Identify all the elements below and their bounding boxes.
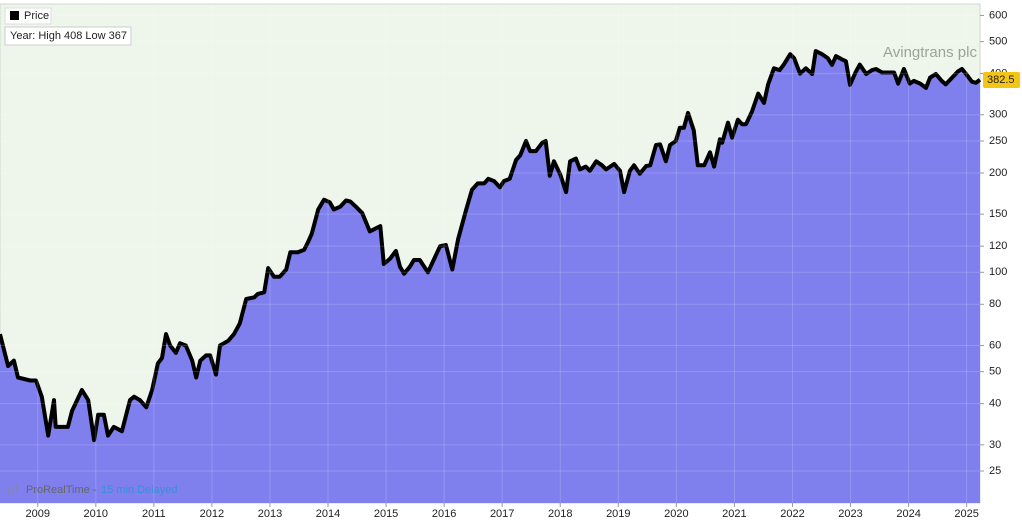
x-tick-label: 2019 xyxy=(606,508,630,520)
last-price-box xyxy=(983,72,1020,89)
price-area xyxy=(0,51,980,503)
price-line xyxy=(0,49,982,443)
y-tick-label: 50 xyxy=(989,366,1001,378)
legend-label: Price xyxy=(24,10,49,22)
y-tick-label: 300 xyxy=(989,109,1007,121)
x-tick-label: 2020 xyxy=(664,508,688,520)
y-tick-label: 30 xyxy=(989,439,1001,451)
x-tick-label: 2010 xyxy=(84,508,108,520)
x-tick-label: 2017 xyxy=(490,508,514,520)
y-tick-label: 100 xyxy=(989,266,1007,278)
x-tick-label: 2021 xyxy=(722,508,746,520)
x-tick-label: 2009 xyxy=(25,508,49,520)
x-tick-label: 2015 xyxy=(374,508,398,520)
annotation: Year: High 408 Low 367 xyxy=(10,30,127,42)
x-tick-label: 2024 xyxy=(896,508,920,520)
x-tick-label: 2016 xyxy=(432,508,456,520)
y-tick-label: 40 xyxy=(989,398,1001,410)
x-tick-label: 2018 xyxy=(548,508,572,520)
footer-brand: ProRealTime - xyxy=(26,484,97,496)
x-tick-label: 2011 xyxy=(142,508,166,520)
x-tick-label: 2014 xyxy=(316,508,340,520)
y-tick-label: 150 xyxy=(989,208,1007,220)
y-tick-label: 250 xyxy=(989,135,1007,147)
annotation-box xyxy=(4,26,132,46)
footer-delay: 15 min Delayed xyxy=(101,484,177,496)
x-tick-label: 2025 xyxy=(954,508,978,520)
x-tick-label: 2013 xyxy=(258,508,282,520)
x-tick-label: 2012 xyxy=(200,508,224,520)
y-tick-label: 500 xyxy=(989,36,1007,48)
legend-swatch xyxy=(10,11,19,20)
watermark: Avingtrans plc xyxy=(883,44,977,61)
logo-icon xyxy=(8,483,18,496)
y-tick-label: 120 xyxy=(989,240,1007,252)
y-tick-label: 600 xyxy=(989,9,1007,21)
x-tick-label: 2023 xyxy=(838,508,862,520)
y-tick-label: 60 xyxy=(989,339,1001,351)
x-tick-label: 2022 xyxy=(780,508,804,520)
last-price-label: 382.5 xyxy=(987,74,1015,86)
y-tick-label: 25 xyxy=(989,465,1001,477)
plot-layer xyxy=(0,4,982,503)
y-tick-label: 80 xyxy=(989,298,1001,310)
y-tick-label: 200 xyxy=(989,167,1007,179)
